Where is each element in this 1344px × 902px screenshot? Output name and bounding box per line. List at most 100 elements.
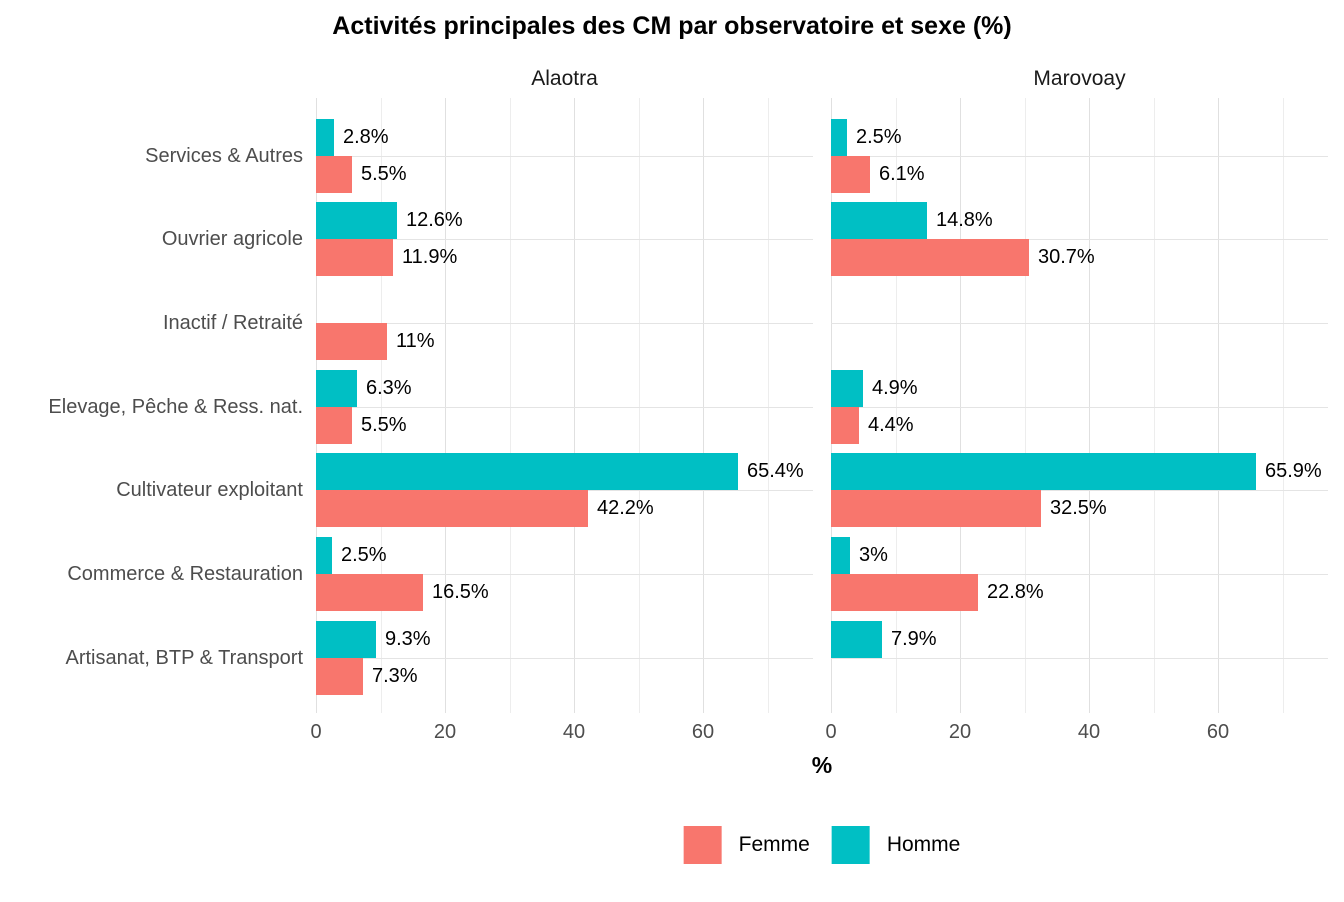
bar-homme-marovoay bbox=[831, 119, 847, 156]
gridline-major-x20 bbox=[445, 98, 446, 713]
bar-homme-marovoay bbox=[831, 621, 882, 658]
bar-value-label: 2.5% bbox=[856, 126, 902, 148]
bar-homme-alaotra bbox=[316, 537, 332, 574]
y-axis-label: Cultivateur exploitant bbox=[116, 479, 303, 501]
gridline-category bbox=[831, 490, 1328, 491]
gridline-minor-x10 bbox=[896, 98, 897, 713]
bar-homme-alaotra bbox=[316, 119, 334, 156]
bar-value-label: 3% bbox=[859, 544, 888, 566]
gridline-minor-x50 bbox=[1154, 98, 1155, 713]
bar-value-label: 6.1% bbox=[879, 163, 925, 185]
bar-femme-alaotra bbox=[316, 156, 352, 193]
y-axis-label: Inactif / Retraité bbox=[162, 312, 303, 334]
bar-value-label: 14.8% bbox=[936, 209, 993, 231]
bar-value-label: 65.4% bbox=[747, 460, 804, 482]
bar-value-label: 30.7% bbox=[1038, 246, 1095, 268]
bar-femme-marovoay bbox=[831, 407, 859, 444]
bar-value-label: 2.5% bbox=[341, 544, 387, 566]
bar-femme-alaotra bbox=[316, 239, 393, 276]
legend-swatch-homme bbox=[831, 826, 870, 864]
bar-homme-alaotra bbox=[316, 202, 397, 239]
bar-value-label: 11% bbox=[396, 330, 435, 352]
bar-femme-marovoay bbox=[831, 574, 978, 611]
gridline-category bbox=[316, 156, 813, 157]
chart-title: Activités principales des CM par observa… bbox=[332, 12, 1012, 40]
y-axis-label: Services & Autres bbox=[145, 145, 303, 167]
gridline-category bbox=[831, 323, 1328, 324]
bar-homme-alaotra bbox=[316, 370, 357, 407]
panel-marovoay: 2.5% 14.8% 4.9% 65.9% 3% 7.9% 6.1% 30.7% 4.4% 32.… bbox=[831, 98, 1328, 713]
gridline-minor-x10 bbox=[381, 98, 382, 713]
legend-label-homme: Homme bbox=[886, 833, 961, 856]
gridline-minor-x70 bbox=[1283, 98, 1284, 713]
bar-homme-marovoay bbox=[831, 202, 927, 239]
legend-item-homme: Homme bbox=[831, 826, 961, 864]
bar-homme-marovoay bbox=[831, 453, 1256, 490]
bar-femme-marovoay bbox=[831, 239, 1029, 276]
x-tick-label: 40 bbox=[562, 721, 586, 743]
bar-value-label: 32.5% bbox=[1050, 497, 1107, 519]
gridline-category bbox=[831, 407, 1328, 408]
gridline-major-x60 bbox=[1218, 98, 1219, 713]
gridline-category bbox=[831, 156, 1328, 157]
bar-homme-alaotra bbox=[316, 621, 376, 658]
gridline-category bbox=[316, 323, 813, 324]
x-tick-label: 20 bbox=[948, 721, 972, 743]
bar-femme-marovoay bbox=[831, 156, 870, 193]
x-tick-label: 0 bbox=[825, 721, 837, 743]
bar-value-label: 2.8% bbox=[343, 126, 389, 148]
y-axis-label: Artisanat, BTP & Transport bbox=[65, 647, 303, 669]
gridline-major-x60 bbox=[703, 98, 704, 713]
bar-femme-alaotra bbox=[316, 407, 352, 444]
y-axis-label: Commerce & Restauration bbox=[67, 563, 303, 585]
x-tick-label: 40 bbox=[1077, 721, 1101, 743]
gridline-major-x40 bbox=[1089, 98, 1090, 713]
gridline-minor-x70 bbox=[768, 98, 769, 713]
facet-strip-alaotra: Alaotra bbox=[531, 67, 598, 90]
bar-value-label: 4.9% bbox=[872, 377, 918, 399]
bar-value-label: 42.2% bbox=[597, 497, 654, 519]
bar-value-label: 9.3% bbox=[385, 628, 431, 650]
gridline-category bbox=[316, 658, 813, 659]
bar-value-label: 4.4% bbox=[868, 414, 914, 436]
gridline-category bbox=[316, 239, 813, 240]
gridline-category bbox=[316, 574, 813, 575]
bar-value-label: 7.9% bbox=[891, 628, 937, 650]
x-tick-label: 0 bbox=[310, 721, 322, 743]
gridline-category bbox=[831, 574, 1328, 575]
legend-item-femme: Femme bbox=[683, 826, 810, 864]
bar-value-label: 65.9% bbox=[1265, 460, 1322, 482]
x-tick-label: 60 bbox=[691, 721, 715, 743]
gridline-category bbox=[316, 407, 813, 408]
bar-femme-marovoay bbox=[831, 490, 1041, 527]
gridline-major-x40 bbox=[574, 98, 575, 713]
bar-value-label: 5.5% bbox=[361, 163, 407, 185]
y-axis-label: Ouvrier agricole bbox=[161, 228, 303, 250]
bar-femme-alaotra bbox=[316, 323, 387, 360]
bar-value-label: 7.3% bbox=[372, 665, 418, 687]
gridline-category bbox=[831, 658, 1328, 659]
bar-value-label: 6.3% bbox=[366, 377, 412, 399]
gridline-major-x20 bbox=[960, 98, 961, 713]
legend: Femme Homme bbox=[683, 826, 961, 864]
bar-value-label: 16.5% bbox=[432, 581, 489, 603]
bar-homme-marovoay bbox=[831, 370, 863, 407]
bar-value-label: 11.9% bbox=[402, 246, 458, 268]
panel-alaotra: 2.8% 12.6% 6.3% 65.4% 2.5% 9.3% 5.5% 11.9% 11% 5.… bbox=[316, 98, 813, 713]
gridline-minor-x50 bbox=[639, 98, 640, 713]
gridline-category bbox=[831, 239, 1328, 240]
bar-value-label: 12.6% bbox=[406, 209, 463, 231]
legend-swatch-femme bbox=[683, 826, 722, 864]
bar-femme-alaotra bbox=[316, 658, 363, 695]
bar-value-label: 5.5% bbox=[361, 414, 407, 436]
legend-label-femme: Femme bbox=[738, 833, 810, 856]
x-tick-label: 20 bbox=[433, 721, 457, 743]
facet-strip-marovoay: Marovoay bbox=[1033, 67, 1126, 90]
gridline-minor-x30 bbox=[510, 98, 511, 713]
bar-homme-alaotra bbox=[316, 453, 738, 490]
x-tick-label: 60 bbox=[1206, 721, 1230, 743]
x-axis-title: % bbox=[811, 752, 833, 778]
bar-value-label: 22.8% bbox=[987, 581, 1044, 603]
y-axis-label: Elevage, Pêche & Ress. nat. bbox=[48, 396, 303, 418]
